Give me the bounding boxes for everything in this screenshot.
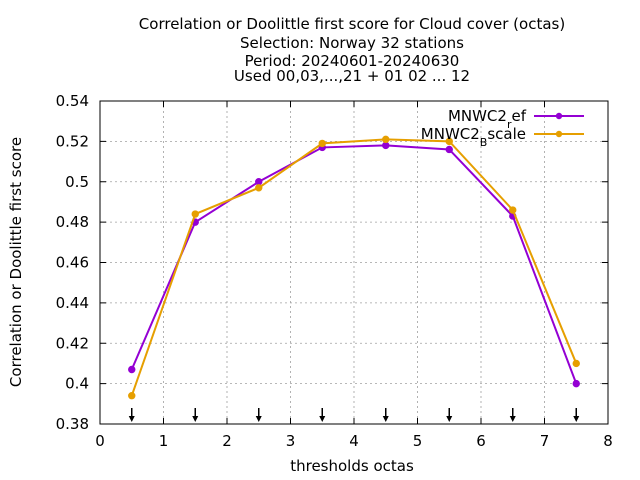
series-point-2 (128, 392, 136, 400)
y-tick-label: 0.42 (56, 334, 89, 352)
series-point-2 (572, 359, 580, 368)
x-tick-label: 5 (413, 432, 423, 450)
threshold-arrow-head (573, 416, 580, 422)
series-point-1 (128, 365, 136, 374)
series-point-2 (255, 184, 263, 192)
x-tick-label: 4 (349, 432, 359, 450)
title-line-1: Correlation or Doolittle first score for… (139, 15, 565, 33)
x-tick-label: 3 (286, 432, 296, 450)
threshold-arrow (382, 408, 389, 422)
threshold-arrow-head (319, 416, 326, 422)
threshold-arrow (446, 408, 453, 422)
threshold-arrow-head (128, 416, 135, 422)
title-line-2: Selection: Norway 32 stations (240, 34, 464, 52)
threshold-arrow-head (382, 416, 389, 422)
threshold-arrow (573, 408, 580, 422)
threshold-arrow (192, 408, 199, 422)
title-line-4: Used 00,03,...,21 + 01 02 ... 12 (234, 67, 470, 85)
threshold-markers (128, 408, 580, 422)
series-lines (128, 135, 580, 400)
y-tick-label: 0.44 (56, 294, 89, 312)
series-point-2 (509, 206, 517, 214)
y-tick-label: 0.52 (56, 132, 89, 150)
threshold-arrow (128, 408, 135, 422)
legend-label-1: MNWC2ref (448, 107, 527, 131)
threshold-arrow-head (255, 416, 262, 422)
series-point-2 (318, 139, 326, 148)
threshold-arrow-head (509, 416, 516, 422)
x-tick-label: 0 (95, 432, 105, 450)
y-tick-label: 0.5 (65, 173, 89, 191)
y-tick-label: 0.54 (56, 92, 89, 110)
series-point-1 (255, 178, 263, 186)
series-point-2 (382, 135, 390, 144)
x-tick-label: 1 (159, 432, 169, 450)
y-tick-label: 0.4 (65, 375, 89, 393)
axis-ticks: 0 1 2 3 4 5 6 7 8 0.38 0.4 0.42 0.44 0.46 0.48 0.5 0.52 0… (56, 92, 613, 450)
series-point-1 (382, 141, 390, 150)
series-line-1 (130, 144, 578, 384)
threshold-arrow-head (446, 416, 453, 422)
x-tick-label: 8 (603, 432, 613, 450)
y-tick-label: 0.46 (56, 254, 89, 272)
series-point-1 (445, 145, 453, 154)
legend-marker-1 (555, 112, 563, 120)
threshold-arrow-head (192, 416, 199, 422)
series-point-2 (445, 137, 453, 146)
chart-title: Correlation or Doolittle first score for… (139, 15, 565, 85)
legend-marker-2 (555, 130, 563, 138)
x-tick-label: 7 (540, 432, 550, 450)
title-line-3: Period: 20240601-20240630 (245, 52, 460, 70)
threshold-arrow (255, 408, 262, 422)
series-line-2 (130, 138, 578, 397)
x-axis-label: thresholds octas (290, 457, 414, 475)
grid (100, 101, 608, 424)
x-tick-label: 2 (222, 432, 232, 450)
y-axis-label: Correlation or Doolittle first score (7, 137, 25, 387)
y-tick-label: 0.38 (56, 415, 89, 433)
legend-label-2: MNWC2Bscale (421, 125, 526, 149)
series-point-1 (572, 379, 580, 388)
x-tick-label: 6 (476, 432, 486, 450)
threshold-arrow (509, 408, 516, 422)
y-tick-label: 0.48 (56, 213, 89, 231)
threshold-arrow (319, 408, 326, 422)
series-point-2 (191, 210, 199, 218)
